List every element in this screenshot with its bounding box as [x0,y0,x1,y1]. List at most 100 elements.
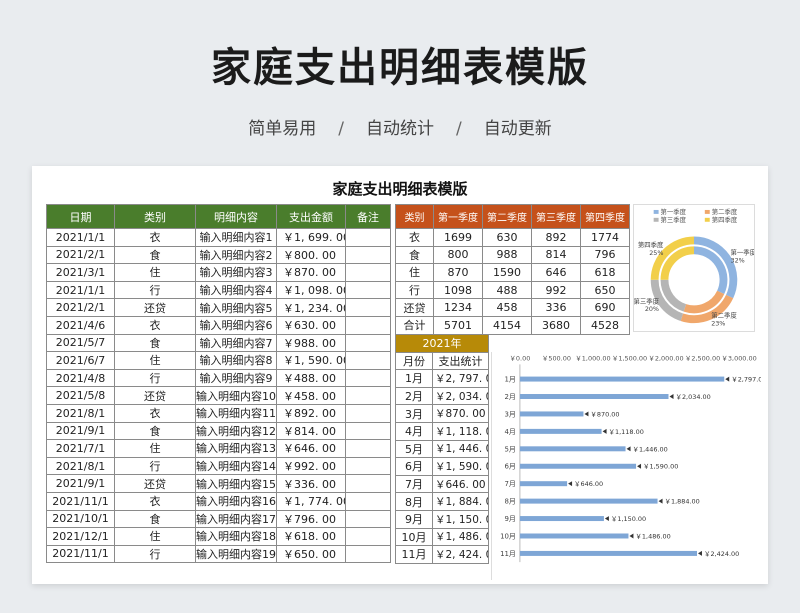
table-cell: 食 [114,245,196,265]
legend-swatch [704,209,710,214]
table-cell: 行 [114,456,196,476]
table-cell: 输入明细内容3 [195,263,277,282]
table-cell: 2021/4/8 [46,368,115,388]
table-cell: 衣 [114,315,196,335]
table-cell [345,527,391,546]
table-row: 2021/10/1 食输入明细内容17 ￥796. 00 [46,509,391,529]
detail-header-cell: 支出金额 [276,204,346,229]
table-cell: 2021/8/1 [46,456,115,476]
bar [519,411,584,417]
donut-slice [693,236,738,299]
bar-end-marker [669,394,674,399]
table-cell: 衣 [114,228,196,247]
tag-auto-stat: 自动统计 [366,119,434,139]
table-cell: 住 [114,527,196,546]
slice-label: 第一季度 [731,248,755,257]
legend-swatch [653,209,659,214]
table-cell: 还贷 [395,298,434,317]
table-cell: 2021/5/7 [46,333,115,353]
slice-label: 第四季度 [638,240,664,249]
table-row: 6月￥1, 590. 00 [395,457,489,476]
table-row: 8月￥1, 884. 00 [395,492,489,511]
tag-auto-update: 自动更新 [483,119,552,139]
table-cell: 住 [114,439,196,458]
bar [519,481,568,487]
table-cell: 2021/7/1 [46,439,115,458]
table-row: 4月￥1, 118. 00 [395,421,489,441]
table-cell: 输入明细内容11 [195,403,277,423]
table-cell: 2021/9/1 [46,421,115,441]
bar-value-label: ￥1,150.00 [611,515,646,523]
bar-end-marker [725,376,730,382]
table-row: 2021/9/1 还贷 输入明细内容15 ￥336. 00 [46,474,391,493]
table-cell: 还贷 [114,298,196,317]
table-cell: 输入明细内容1 [195,228,277,247]
table-cell: 食 [114,421,196,441]
table-cell: 2月 [395,386,433,406]
bar-end-marker [626,446,631,452]
table-cell [345,351,391,370]
table-cell: 10月 [395,527,433,547]
table-cell: 2021/5/8 [46,386,115,405]
table-row: 食 800 988 814 796 [395,245,630,265]
table-cell: 行 [114,280,196,300]
table-cell: 892 [531,228,581,247]
expense-detail-table: 日期 类别 明细内容 支出金额 备注 2021/1/1 衣输入明细内容1 ￥1, 699. … [46,204,391,564]
table-cell: ￥1, 098. 00 [276,280,346,300]
table-cell: ￥336. 00 [276,474,346,493]
tag-separator: / [338,119,344,139]
table-row: 2021/5/8 还贷 输入明细内容10 ￥458. 00 [46,386,391,405]
table-cell: 1699 [433,228,483,247]
table-cell: 4154 [482,315,532,335]
table-cell: 2021/11/1 [46,491,115,511]
detail-header-cell: 明细内容 [195,204,277,229]
table-cell: 输入明细内容9 [195,368,277,388]
table-cell: 食 [114,333,196,353]
category-label: 1月 [505,376,516,384]
table-cell [345,456,391,476]
donut-slice [660,246,695,281]
season-header-cell: 第四季度 [580,204,630,229]
table-cell: 3680 [531,315,581,335]
season-summary-table: 类别 第一季度 第二季度 第三季度 第四季度 衣 1699 630 892 1774 食 800 98… [395,204,630,335]
bar-end-marker [602,428,607,434]
x-tick-label: ￥0.00 [509,354,530,362]
table-cell: 488 [482,280,532,300]
table-cell: 输入明细内容10 [195,386,277,405]
table-cell [345,474,391,493]
table-cell: 2021/4/6 [46,315,115,335]
detail-header-cell: 类别 [114,204,196,229]
slice-value-label: 20% [645,305,659,313]
table-cell: 9月 [395,509,433,529]
legend-label: 第一季度 [661,207,687,216]
category-label: 5月 [505,445,516,453]
table-cell: 输入明细内容15 [195,474,277,493]
table-cell: 输入明细内容5 [195,298,277,317]
table-cell: ￥988. 00 [276,333,346,353]
table-cell: 2021/9/1 [46,474,115,493]
hero-title: 家庭支出明细表模版 [211,45,589,91]
table-row: 2021/2/1 食输入明细内容2 ￥800. 00 [46,245,391,265]
table-cell: 输入明细内容18 [195,527,277,546]
hero-subtitle: 简单易用 / 自动统计 / 自动更新 [0,114,800,139]
bar-end-marker [584,411,589,417]
table-cell [345,333,391,353]
bar [519,516,604,522]
table-cell: 输入明细内容16 [195,491,277,511]
x-tick-label: ￥2,500.00 [685,354,720,362]
table-cell: 988 [482,245,532,265]
table-row: 2021/2/1 还贷 输入明细内容5 ￥1, 234. 00 [46,298,391,317]
donut-slice [660,279,687,312]
bar [519,428,602,434]
bar [519,394,669,399]
table-cell: 输入明细内容14 [195,456,277,476]
table-cell: 输入明细内容6 [195,315,277,335]
bar-end-marker [637,463,642,469]
table-cell: ￥1, 590. 00 [432,457,489,476]
bar-end-marker [568,481,573,487]
bar-value-label: ￥1,486.00 [635,532,670,540]
season-header-cell: 第三季度 [531,204,581,229]
donut-slice [650,236,695,281]
